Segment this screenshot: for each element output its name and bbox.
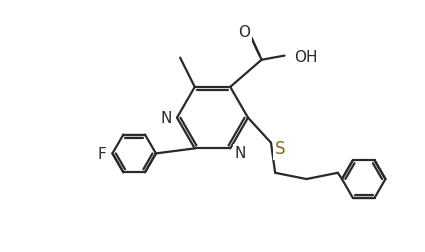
Text: O: O — [238, 24, 250, 40]
Text: OH: OH — [294, 50, 317, 65]
Text: N: N — [235, 146, 246, 161]
Text: F: F — [97, 147, 106, 162]
Text: S: S — [275, 140, 286, 158]
Text: N: N — [160, 111, 172, 126]
